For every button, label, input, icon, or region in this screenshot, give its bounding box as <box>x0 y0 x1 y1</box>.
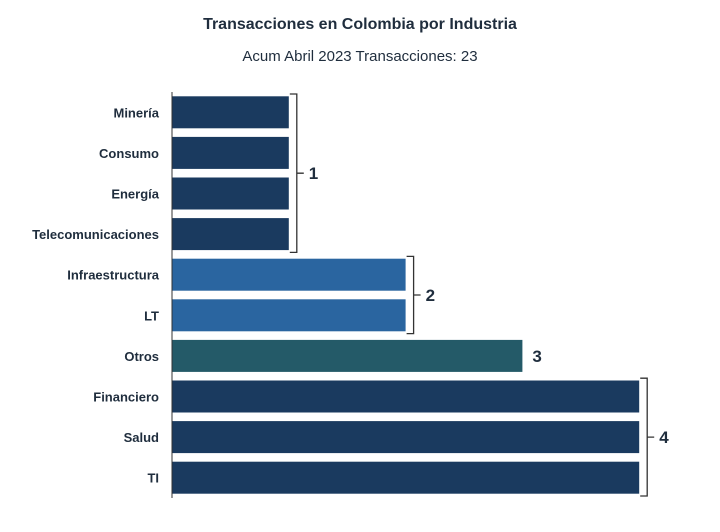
group-value-label: 1 <box>309 164 318 183</box>
bar <box>172 136 289 169</box>
category-label: Consumo <box>99 146 159 161</box>
chart-subtitle: Acum Abril 2023 Transacciones: 23 <box>242 48 478 65</box>
category-label: Minería <box>113 105 159 120</box>
bar <box>172 339 523 372</box>
group-value-label: 4 <box>659 428 669 447</box>
bar <box>172 96 289 129</box>
category-label: TI <box>147 471 159 486</box>
category-label: Infraestructura <box>67 268 160 283</box>
group-value-label: 2 <box>426 286 435 305</box>
bar <box>172 258 406 291</box>
group-bracket <box>406 255 421 335</box>
category-label: Otros <box>124 349 159 364</box>
group-bracket <box>289 93 304 254</box>
bar <box>172 299 406 332</box>
bar <box>172 218 289 251</box>
category-label: Telecomunicaciones <box>32 227 159 242</box>
bar <box>172 461 640 494</box>
category-label: Energía <box>111 187 159 202</box>
category-label: Financiero <box>93 390 159 405</box>
category-label: LT <box>144 308 159 323</box>
bar <box>172 421 640 454</box>
group-value-label: 3 <box>532 347 541 366</box>
bar <box>172 177 289 210</box>
bar <box>172 380 640 413</box>
group-bracket <box>640 377 655 497</box>
category-label: Salud <box>124 430 159 445</box>
chart-title: Transacciones en Colombia por Industria <box>203 16 517 33</box>
